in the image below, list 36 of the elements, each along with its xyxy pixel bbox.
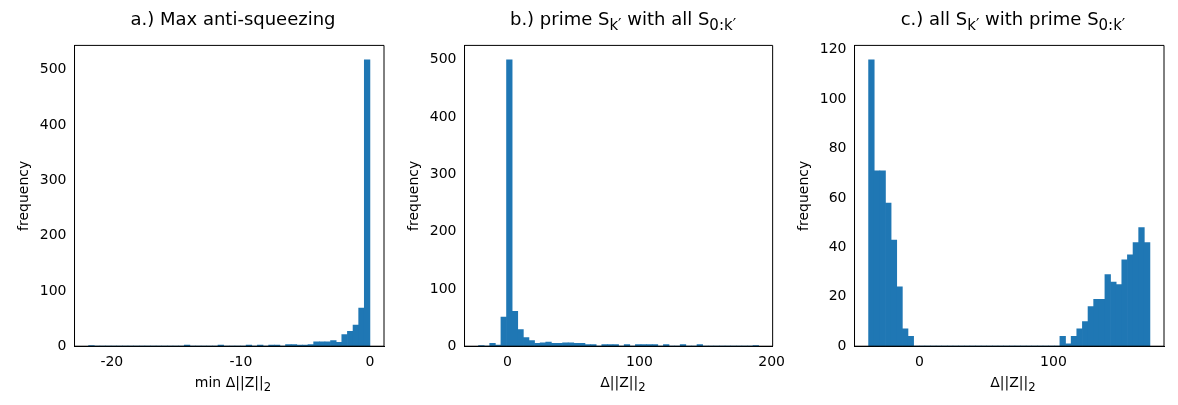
- y-tick-label: 100: [819, 89, 847, 106]
- y-tick-label: 0: [447, 336, 457, 353]
- y-tick-label: 120: [819, 40, 847, 57]
- x-axis-title: min Δ||Z||$_{2}$: [193, 374, 273, 394]
- y-tick-label: 80: [828, 139, 847, 156]
- x-tick-label: 100: [626, 353, 653, 370]
- y-tick-label: 200: [39, 226, 67, 243]
- y-tick-label: 400: [429, 107, 457, 124]
- y-tick-label: 300: [429, 164, 457, 181]
- x-tick-label: -20: [100, 353, 124, 370]
- x-tick-label: 0: [502, 353, 512, 370]
- y-tick-label: 20: [828, 287, 847, 304]
- x-tick-label: 0: [365, 353, 375, 370]
- x-axis-title: Δ||Z||$_{2}$: [989, 374, 1037, 394]
- x-tick-label: 100: [1040, 353, 1067, 370]
- x-axis-title: Δ||Z||$_{2}$: [599, 374, 647, 394]
- y-tick-label: 100: [39, 281, 67, 298]
- y-tick-label: 40: [828, 238, 847, 255]
- x-tick-label: 0: [915, 353, 924, 370]
- y-tick-label: 500: [39, 60, 67, 77]
- y-tick-label: 0: [57, 336, 67, 353]
- y-tick-label: 300: [39, 170, 67, 187]
- x-tick-label: -10: [229, 353, 253, 370]
- y-tick-label: 400: [39, 115, 67, 132]
- y-axis-title: frequency: [405, 160, 422, 231]
- y-tick-label: 100: [429, 279, 457, 296]
- y-tick-label: 200: [429, 222, 457, 239]
- chart-title: b.) prime S$_{k′}$ with all S$_{0:k′}$: [508, 8, 738, 34]
- x-tick-label: 200: [758, 353, 785, 370]
- y-tick-label: 500: [429, 50, 457, 67]
- y-axis-title: frequency: [795, 160, 812, 231]
- y-tick-label: 60: [828, 188, 847, 205]
- chart-title: a.) Max anti-squeezing: [129, 8, 337, 31]
- y-tick-label: 0: [837, 336, 847, 353]
- y-axis-title: frequency: [15, 160, 32, 231]
- chart-title: c.) all S$_{k′}$ with prime S$_{0:k′}$: [899, 8, 1127, 34]
